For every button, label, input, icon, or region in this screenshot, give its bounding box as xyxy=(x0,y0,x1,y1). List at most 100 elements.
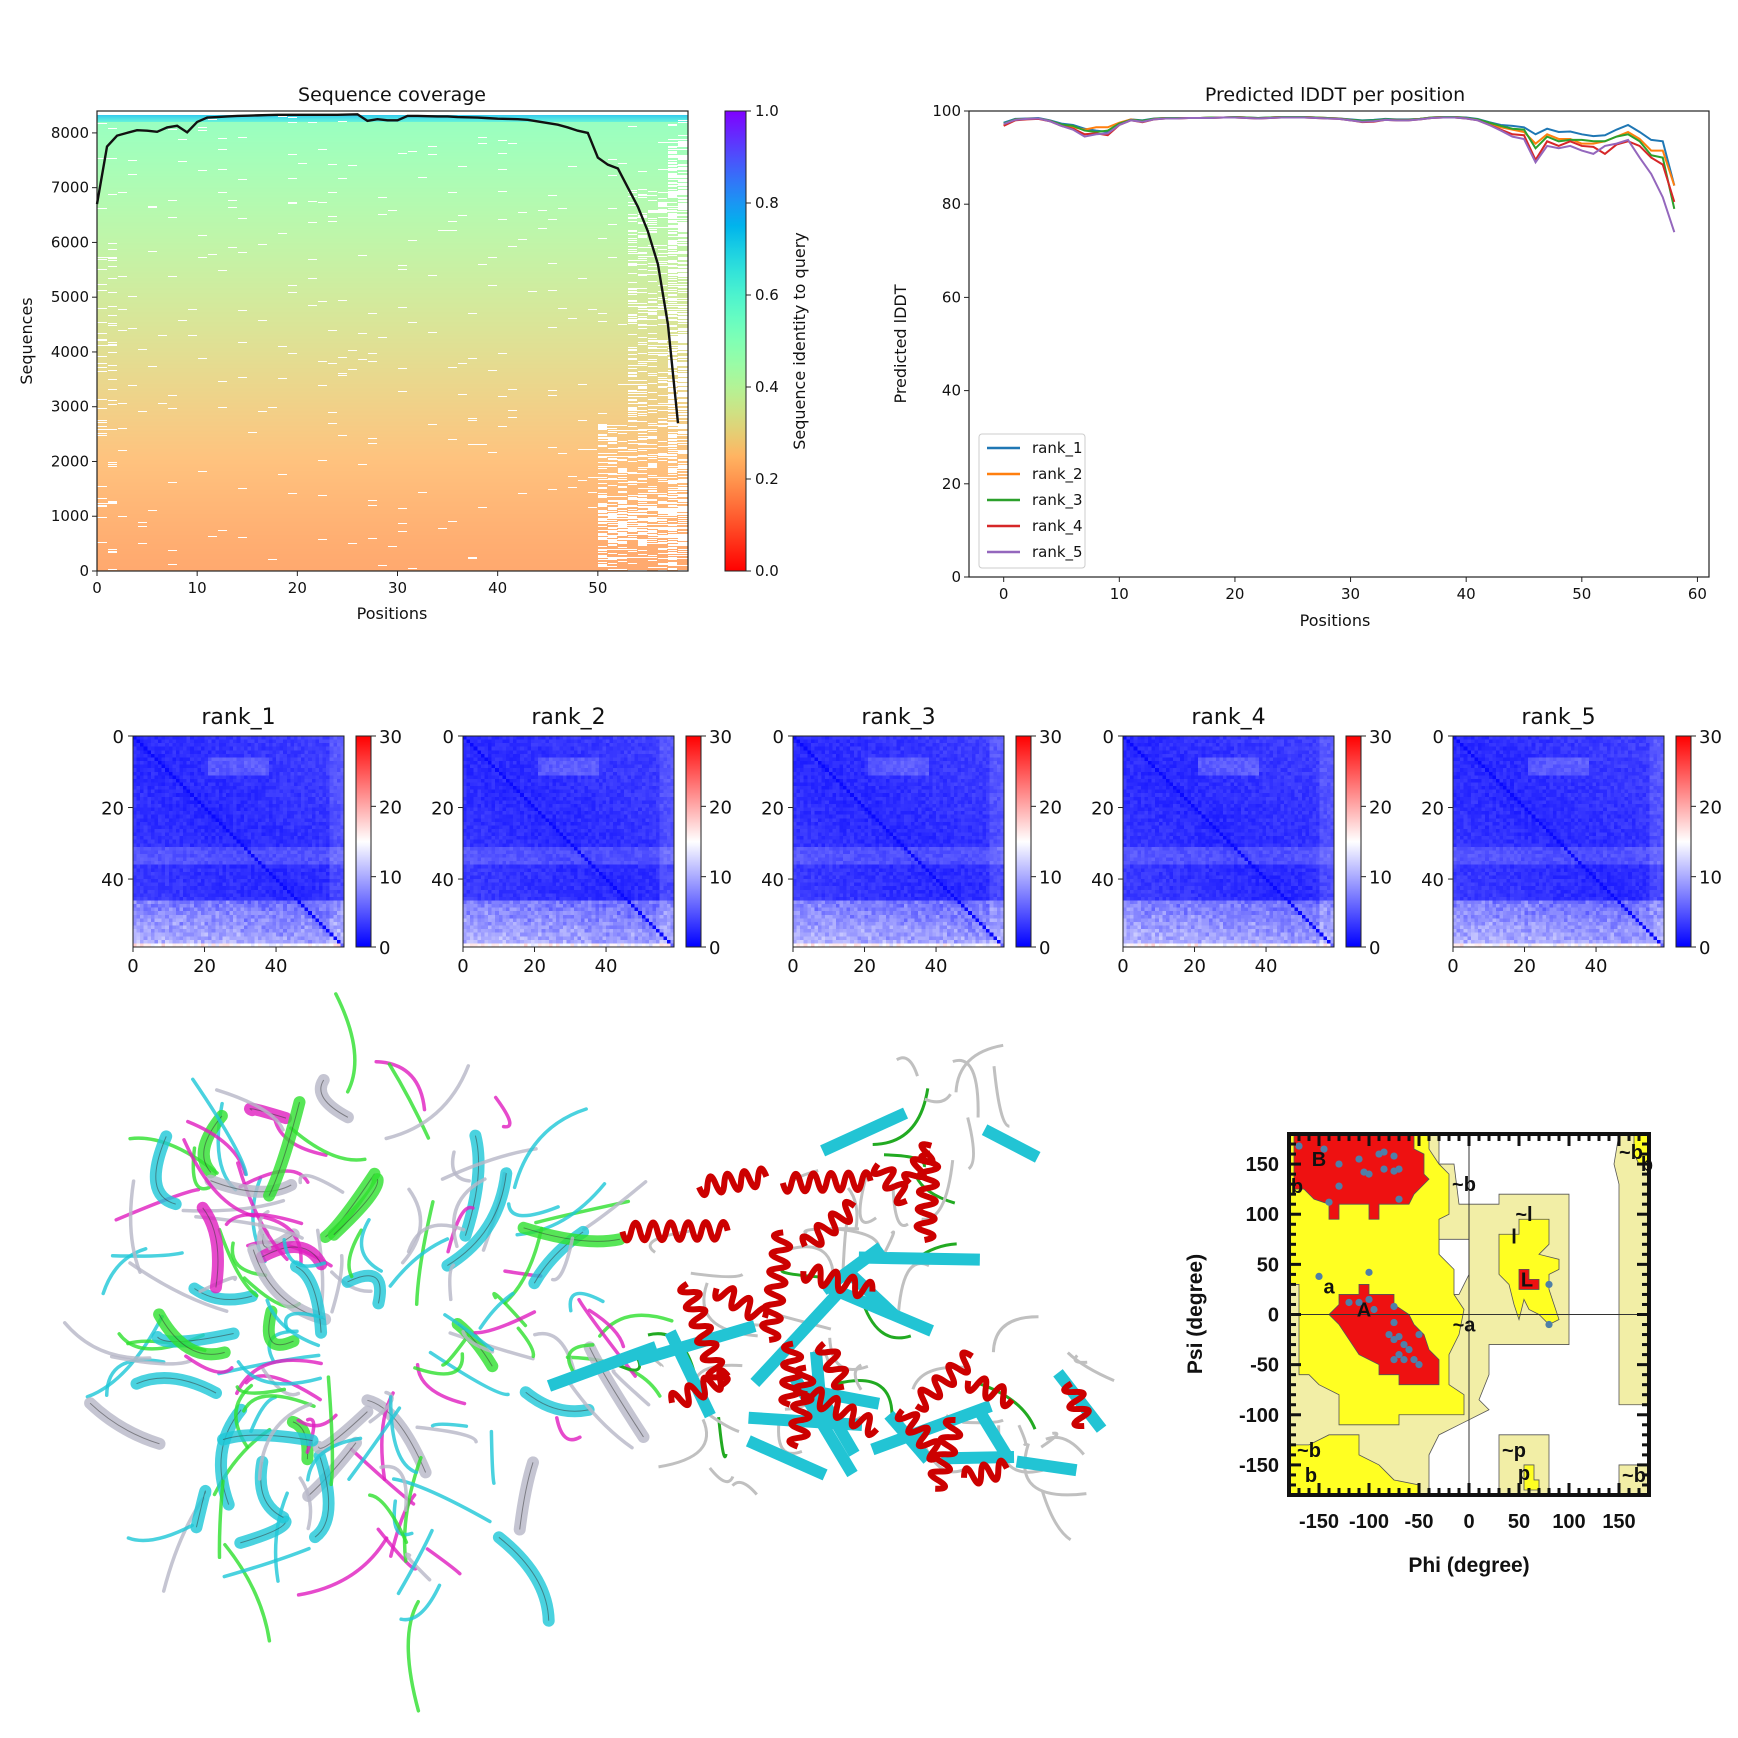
legend-label: rank_5 xyxy=(1032,543,1083,562)
loop-ribbon xyxy=(235,1358,323,1396)
beta-sheet-ribbon xyxy=(513,1456,539,1536)
loop-ribbon xyxy=(298,1173,345,1194)
pae-ytick-label: 40 xyxy=(101,870,124,891)
pae-panel-title: rank_1 xyxy=(201,705,275,730)
pae-xtick-label: 40 xyxy=(595,956,618,977)
rama-ytick-label: -100 xyxy=(1239,1405,1279,1427)
pae-panel-title: rank_4 xyxy=(1191,705,1265,730)
loop-ribbon xyxy=(582,1180,648,1231)
loop-tube xyxy=(911,1365,971,1390)
colorbar-tick-label: 0.4 xyxy=(755,378,779,396)
alpha-helix xyxy=(778,1340,805,1408)
pae-xtick-label: 0 xyxy=(1117,956,1128,977)
coverage-ytick-label: 8000 xyxy=(51,124,89,142)
residue-point xyxy=(1380,1165,1388,1173)
pae-colorbar-tick-label: 20 xyxy=(1369,797,1392,818)
pae-colorbar-tick-label: 30 xyxy=(1699,727,1722,748)
residue-point xyxy=(1390,1318,1398,1327)
residue-point xyxy=(1390,1167,1398,1175)
loop-ribbon xyxy=(242,1394,316,1413)
pae-colorbar-tick-label: 30 xyxy=(709,727,732,748)
loop-tube xyxy=(1045,1435,1085,1456)
loop-ribbon xyxy=(198,1275,238,1294)
rama-ytick-label: 0 xyxy=(1268,1305,1279,1327)
residue-point xyxy=(1355,1298,1363,1307)
loop-ribbon xyxy=(400,1187,423,1265)
loop-ribbon xyxy=(587,1308,626,1349)
pae-colorbar-tick-label: 10 xyxy=(379,868,402,889)
region-label: B xyxy=(1312,1149,1326,1171)
loop-ribbon xyxy=(392,1499,414,1537)
loop-ribbon xyxy=(406,1599,421,1713)
loop-ribbon xyxy=(506,1202,560,1218)
region-label: ~a xyxy=(1453,1315,1477,1337)
loop-tube xyxy=(858,1172,877,1224)
residue-point xyxy=(1335,1160,1343,1168)
rama-ylabel: Psi (degree) xyxy=(1184,1254,1207,1374)
alpha-helix xyxy=(1061,1380,1092,1430)
beta-strand xyxy=(745,1435,828,1481)
pae-ytick-label: 0 xyxy=(443,727,454,748)
loop-ribbon xyxy=(306,1436,363,1482)
colorbar-tick-label: 0.6 xyxy=(755,286,779,304)
pae-axes-frame xyxy=(792,735,1005,948)
ribbon-outline xyxy=(589,1347,644,1438)
pae-colorbar xyxy=(1675,735,1692,948)
beta-strand xyxy=(858,1251,980,1266)
coverage-xtick-label: 10 xyxy=(188,579,207,597)
ribbon-outline xyxy=(249,1108,287,1119)
ribbon-outline xyxy=(268,1101,300,1196)
pae-xtick-label: 40 xyxy=(1255,956,1278,977)
rama-ytick-label: -150 xyxy=(1239,1455,1279,1477)
pae-panel-title: rank_3 xyxy=(861,705,935,730)
pae-xtick-label: 20 xyxy=(193,956,216,977)
pae-ytick-label: 20 xyxy=(1091,799,1114,820)
ribbon-outline xyxy=(202,1207,219,1288)
loop-tube xyxy=(895,1056,919,1077)
legend-label: rank_4 xyxy=(1032,517,1083,536)
loop-ribbon xyxy=(441,1333,471,1367)
loop-ribbon xyxy=(461,1329,495,1354)
legend-box xyxy=(978,433,1086,569)
loop-ribbon xyxy=(191,1146,211,1191)
pae-xtick-label: 20 xyxy=(523,956,546,977)
loop-ribbon xyxy=(414,1200,435,1306)
coverage-ytick-label: 4000 xyxy=(51,343,89,361)
plddt-xtick-label: 30 xyxy=(1341,585,1360,603)
rama-xtick-label: -100 xyxy=(1349,1511,1389,1533)
loop-ribbon xyxy=(330,1270,373,1293)
rama-frame xyxy=(1287,1132,1651,1497)
pae-colorbar xyxy=(1015,735,1032,948)
beta-strand xyxy=(1015,1455,1078,1477)
ribbon-outline xyxy=(314,1455,330,1538)
ribbon-outline xyxy=(320,1079,349,1118)
beta-strand xyxy=(981,1124,1041,1163)
region-label: a xyxy=(1323,1276,1335,1298)
pae-colorbar xyxy=(1345,735,1362,948)
residue-point xyxy=(1295,1142,1303,1150)
loop-ribbon xyxy=(489,1429,496,1485)
loop-ribbon xyxy=(388,1395,419,1475)
ribbon-outline xyxy=(158,1314,225,1355)
pae-ytick-label: 20 xyxy=(101,799,124,820)
loop-ribbon xyxy=(217,1227,259,1298)
colorbar-tick-label: 0.8 xyxy=(755,194,779,212)
loop-ribbon xyxy=(110,1251,184,1258)
loop-ribbon xyxy=(413,1352,465,1376)
alpha-helix xyxy=(964,1375,1015,1410)
coverage-xtick-label: 40 xyxy=(488,579,507,597)
loop-tube xyxy=(1040,1490,1072,1542)
pae-axes-frame xyxy=(1452,735,1665,948)
residue-point xyxy=(1360,1168,1368,1176)
loop-ribbon xyxy=(404,1552,432,1582)
legend-label: rank_1 xyxy=(1032,439,1083,458)
region-label: l xyxy=(1511,1226,1517,1248)
loop-ribbon xyxy=(244,1374,322,1402)
pae-ytick-label: 20 xyxy=(761,799,784,820)
coverage-ytick-label: 6000 xyxy=(51,233,89,251)
rama-ytick-label: 50 xyxy=(1257,1254,1279,1276)
pae-colorbar-tick-label: 0 xyxy=(1699,938,1710,959)
loop-tube xyxy=(992,1066,1010,1128)
loop-ribbon xyxy=(387,1062,431,1140)
plddt-ytick-label: 20 xyxy=(942,475,961,493)
